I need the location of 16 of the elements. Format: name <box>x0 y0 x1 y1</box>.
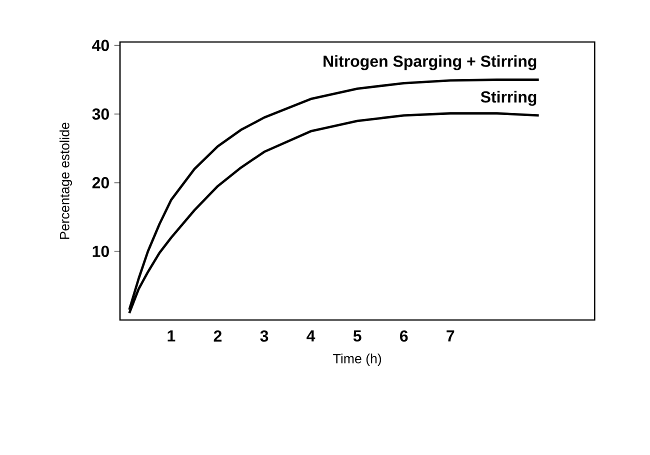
series-label: Stirring <box>480 91 536 106</box>
x-tick-label: 6 <box>400 330 408 342</box>
x-tick-label: 1 <box>168 330 176 342</box>
series-label: Nitrogen Sparging + Stirring <box>324 55 536 70</box>
line-series <box>128 78 540 312</box>
x-tick-label: 4 <box>306 330 316 342</box>
y-tick-label: 20 <box>92 177 109 189</box>
x-tick-label: 3 <box>260 330 268 342</box>
x-axis-title: Time (h) <box>333 354 382 366</box>
x-tick-label: 5 <box>353 330 362 342</box>
y-tick-label: 30 <box>92 108 109 120</box>
y-tick-label: 10 <box>92 246 109 258</box>
x-tick-label: 7 <box>446 330 454 342</box>
y-axis-title: Percentage estolide <box>60 122 72 240</box>
x-tick-label: 2 <box>214 330 222 342</box>
y-tick-label: 40 <box>92 40 109 52</box>
